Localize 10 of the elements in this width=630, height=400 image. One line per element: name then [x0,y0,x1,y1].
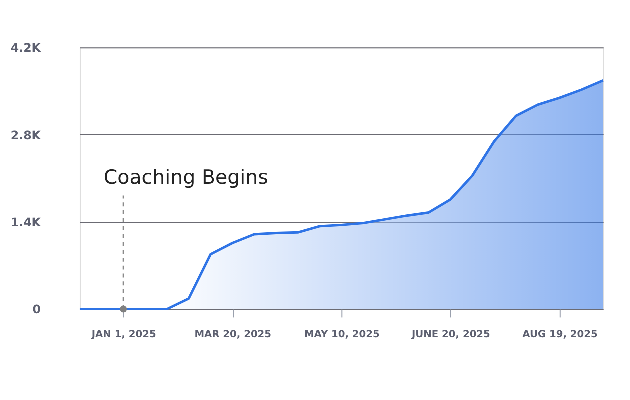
y-tick-label: 1.4K [10,216,42,230]
y-tick-label: 0 [32,302,41,317]
x-tick-label: MAR 20, 2025 [194,329,272,340]
x-tick-label: JAN 1, 2025 [90,329,156,340]
x-tick-label: JUNE 20, 2025 [410,329,491,340]
y-tick-label: 2.8K [10,128,42,142]
y-tick-label: 4.2K [10,41,42,56]
x-tick-label: AUG 19, 2025 [522,329,598,340]
annotation: Coaching Begins [104,166,268,189]
x-tick-label: MAY 10, 2025 [304,329,380,340]
